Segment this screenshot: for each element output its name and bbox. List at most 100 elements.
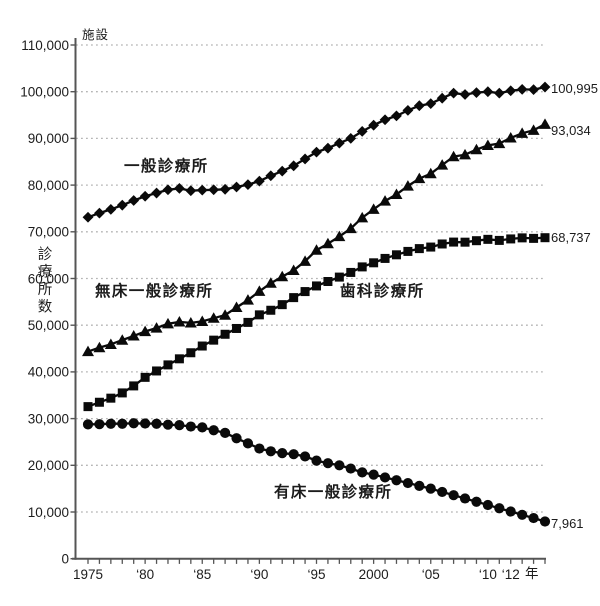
marker-triangle: [344, 222, 357, 234]
marker-circle: [505, 506, 516, 517]
marker-diamond: [162, 184, 174, 196]
marker-triangle: [470, 143, 483, 155]
y-tick-label: 50,000: [28, 318, 69, 333]
x-tick-label: ‘95: [307, 567, 325, 582]
marker-triangle: [253, 285, 266, 296]
marker-triangle: [276, 270, 289, 282]
marker-square: [369, 258, 379, 268]
marker-diamond: [448, 87, 459, 99]
marker-triangle: [196, 315, 209, 327]
marker-diamond: [185, 185, 197, 197]
marker-triangle: [401, 180, 414, 191]
marker-square: [243, 317, 253, 327]
marker-diamond: [482, 86, 494, 98]
marker-circle: [208, 425, 219, 436]
marker-square: [266, 305, 276, 315]
marker-square: [323, 277, 333, 287]
marker-triangle: [184, 316, 197, 328]
marker-diamond: [231, 181, 242, 193]
series-label-clinics-with-beds: 有床一般診療所: [274, 484, 393, 501]
marker-diamond: [493, 87, 505, 99]
marker-diamond: [539, 81, 551, 93]
marker-square: [232, 323, 242, 333]
marker-circle: [414, 480, 425, 491]
x-tick-label: ‘05: [422, 567, 440, 582]
marker-triangle: [310, 244, 323, 255]
marker-triangle: [356, 211, 369, 223]
y-tick-label: 100,000: [20, 85, 69, 100]
y-tick-label: 40,000: [28, 365, 69, 380]
marker-diamond: [402, 104, 414, 116]
marker-triangle: [459, 148, 472, 160]
marker-triangle: [447, 150, 460, 162]
marker-circle: [220, 427, 231, 438]
marker-triangle: [516, 127, 529, 138]
marker-diamond: [333, 137, 345, 149]
marker-triangle: [379, 195, 392, 206]
marker-triangle: [241, 294, 254, 305]
marker-circle: [539, 516, 551, 527]
marker-triangle: [436, 159, 449, 170]
marker-diamond: [345, 133, 357, 144]
marker-circle: [448, 490, 459, 501]
marker-diamond: [528, 84, 539, 95]
series-label-dental-clinics: 歯科診療所: [340, 283, 425, 300]
marker-circle: [482, 499, 493, 511]
marker-triangle: [321, 237, 334, 249]
marker-square: [94, 397, 104, 407]
marker-triangle: [504, 132, 517, 143]
marker-triangle: [264, 277, 277, 288]
y-unit-label: 施設: [80, 28, 112, 42]
end-value-clinics-with-beds: 7,961: [551, 516, 584, 531]
marker-triangle: [161, 317, 174, 329]
marker-diamond: [425, 98, 437, 110]
marker-square: [277, 300, 287, 310]
marker-square: [529, 233, 539, 243]
marker-triangle: [207, 312, 220, 323]
marker-diamond: [311, 146, 322, 158]
y-tick-label: 0: [61, 552, 69, 567]
marker-diamond: [94, 207, 105, 219]
marker-circle: [299, 451, 311, 462]
marker-square: [174, 354, 184, 364]
marker-square: [437, 239, 447, 249]
marker-triangle: [127, 330, 140, 341]
x-tick-label: ‘12: [502, 567, 520, 582]
marker-circle: [162, 419, 174, 430]
y-tick-label: 80,000: [28, 178, 69, 193]
marker-diamond: [219, 183, 231, 195]
marker-square: [391, 250, 401, 260]
marker-diamond: [299, 153, 311, 165]
marker-diamond: [242, 179, 254, 191]
marker-circle: [425, 483, 436, 494]
end-value-clinics-without-beds: 93,034: [551, 123, 591, 138]
marker-square: [517, 233, 527, 243]
marker-circle: [379, 472, 391, 483]
marker-square: [254, 310, 264, 320]
x-tick-label: ‘90: [250, 567, 268, 582]
marker-circle: [517, 509, 528, 520]
y-tick-label: 70,000: [28, 225, 69, 240]
marker-triangle: [413, 172, 426, 184]
marker-circle: [254, 443, 265, 454]
marker-triangle: [539, 118, 551, 129]
marker-circle: [265, 446, 276, 457]
marker-circle: [128, 418, 139, 429]
marker-circle: [322, 458, 334, 469]
marker-square: [334, 272, 344, 282]
marker-circle: [471, 496, 482, 507]
marker-circle: [151, 418, 162, 429]
marker-square: [380, 253, 390, 263]
marker-square: [414, 244, 424, 254]
y-tick-label: 30,000: [28, 411, 69, 426]
marker-circle: [345, 463, 356, 474]
marker-square: [494, 235, 504, 245]
marker-square: [312, 281, 321, 291]
marker-diamond: [196, 184, 208, 196]
marker-circle: [402, 477, 413, 489]
marker-diamond: [379, 114, 391, 126]
marker-circle: [391, 475, 402, 486]
marker-triangle: [367, 203, 380, 214]
marker-triangle: [219, 309, 232, 320]
marker-triangle: [230, 301, 243, 313]
